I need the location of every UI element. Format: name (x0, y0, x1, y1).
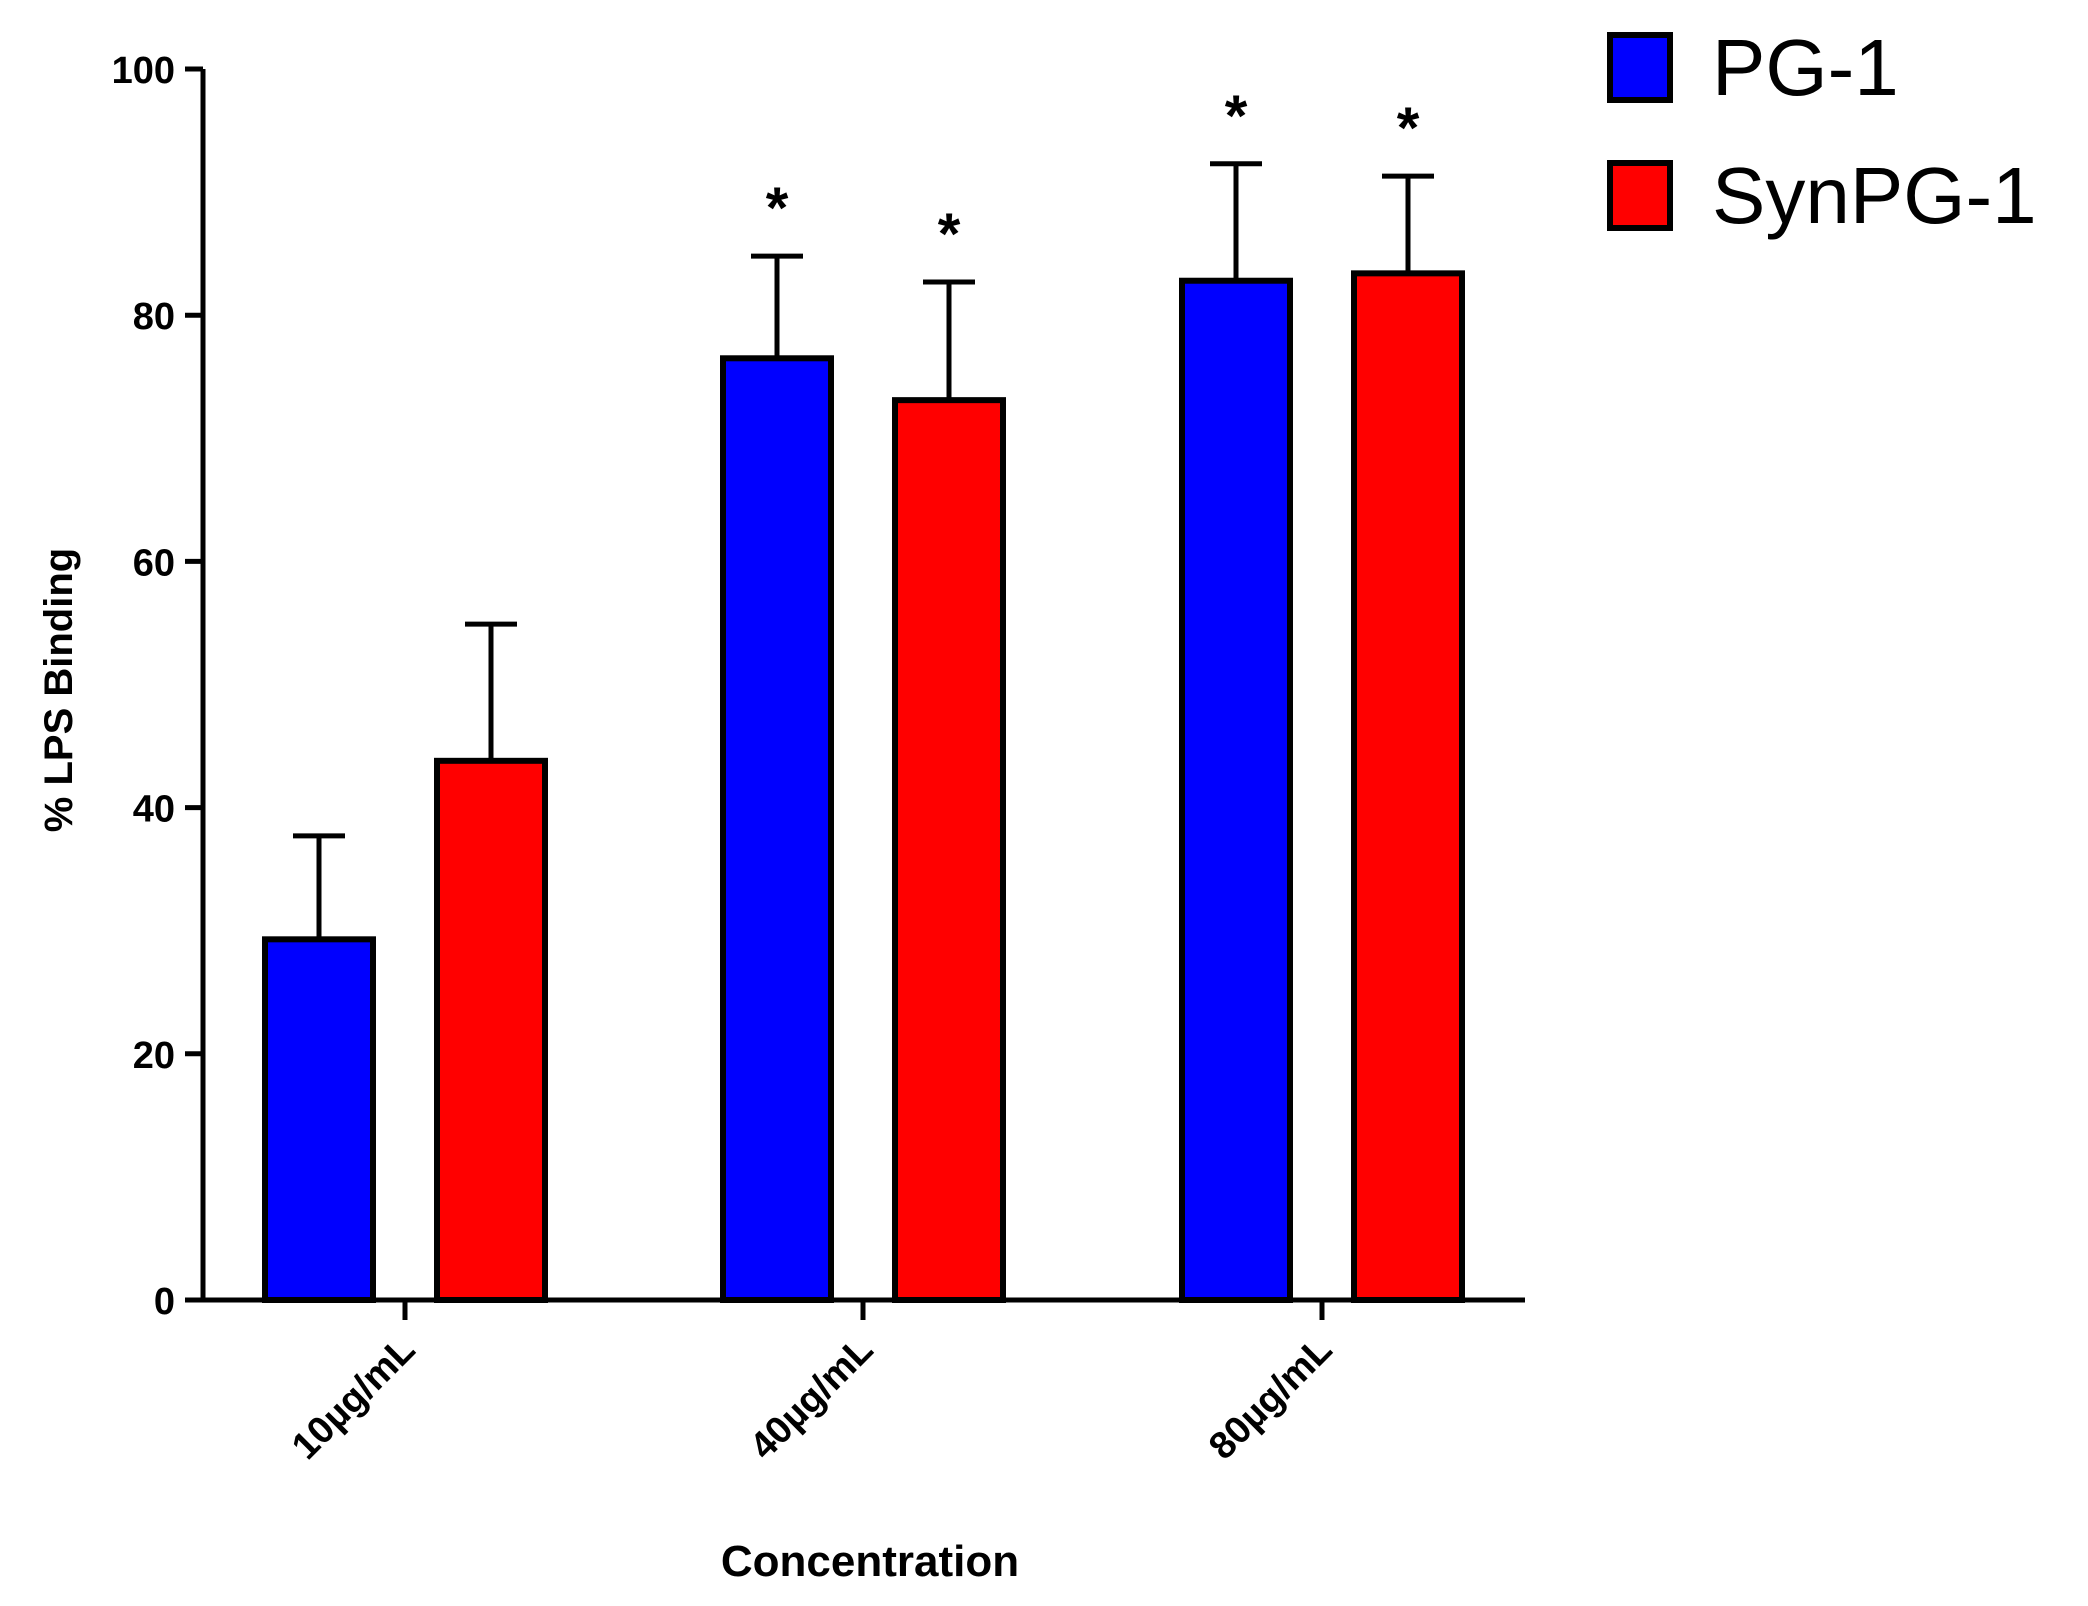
y-ticks: 0 20 40 60 80 100 (112, 50, 203, 1323)
significance-star: * (938, 202, 961, 267)
y-tick-label: 60 (133, 542, 175, 584)
legend-swatch-synpg-1 (1607, 160, 1673, 231)
legend-label: SynPG-1 (1712, 151, 2037, 240)
legend-swatch-pg-1 (1607, 32, 1673, 103)
x-tick-label: 10µg/mL (284, 1329, 423, 1468)
bar-synpg-1 (434, 757, 548, 1303)
y-tick-label: 100 (112, 50, 175, 92)
y-tick-label: 0 (154, 1281, 175, 1323)
y-tick-label: 40 (133, 789, 175, 831)
y-tick-label: 20 (133, 1035, 175, 1077)
legend-label: PG-1 (1712, 23, 1899, 112)
bars-layer (262, 270, 1465, 1304)
bar-pg-1 (720, 355, 834, 1304)
bar-pg-1 (262, 936, 376, 1304)
error-bars-layer (293, 161, 1434, 940)
significance-star: * (766, 176, 789, 241)
x-tick-label: 80µg/mL (1201, 1329, 1340, 1468)
x-ticks: 10µg/mL 40µg/mL 80µg/mL (284, 1300, 1340, 1468)
x-tick-label: 40µg/mL (742, 1329, 881, 1468)
y-axis-title: % LPS Binding (37, 548, 81, 832)
significance-star: * (1225, 84, 1248, 149)
bar-pg-1 (1179, 277, 1293, 1303)
significance-markers: * * * * (766, 84, 1420, 267)
x-axis-title: Concentration (721, 1537, 1019, 1586)
significance-star: * (1397, 96, 1420, 161)
legend: PG-1 SynPG-1 (1607, 23, 2037, 240)
bar-synpg-1 (892, 397, 1006, 1304)
y-tick-label: 80 (133, 296, 175, 338)
bar-synpg-1 (1351, 270, 1465, 1304)
axes-layer (185, 69, 1525, 1303)
